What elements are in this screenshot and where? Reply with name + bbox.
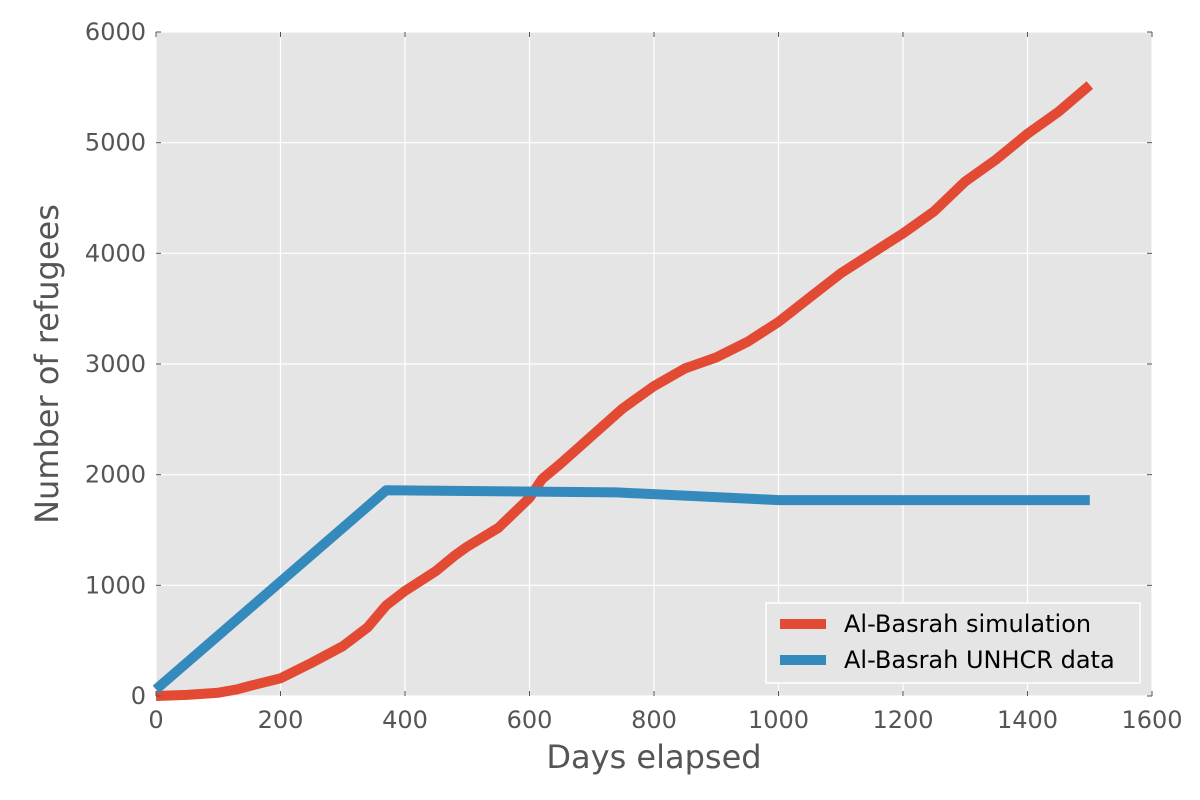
y-tick-label: 2000 <box>85 461 146 489</box>
ticks: 0 200 400 600 800 1000 1200 1400 1600 0 1000 2000 30… <box>85 18 1183 734</box>
x-tick-label: 1400 <box>997 706 1058 734</box>
legend-label-simulation: Al-Basrah simulation <box>844 610 1091 638</box>
x-tick-label: 0 <box>148 706 163 734</box>
y-tick-label: 4000 <box>85 239 146 267</box>
y-tick-label: 6000 <box>85 18 146 46</box>
legend-label-unhcr: Al-Basrah UNHCR data <box>844 646 1115 674</box>
x-tick-label: 1600 <box>1121 706 1182 734</box>
series-line-simulation <box>155 81 1094 701</box>
x-tick-label: 1000 <box>748 706 809 734</box>
series-line-unhcr <box>152 485 1090 694</box>
y-tick-label: 0 <box>131 682 146 710</box>
legend: Al-Basrah simulation Al-Basrah UNHCR dat… <box>765 602 1141 684</box>
x-axis-label: Days elapsed <box>546 738 761 776</box>
y-tick-label: 3000 <box>85 350 146 378</box>
x-tick-label: 200 <box>258 706 304 734</box>
series-layer <box>152 81 1094 701</box>
x-tick-label: 1200 <box>872 706 933 734</box>
y-tick-label: 1000 <box>85 571 146 599</box>
x-tick-label: 400 <box>382 706 428 734</box>
legend-box <box>765 602 1141 684</box>
x-tick-label: 800 <box>631 706 677 734</box>
y-tick-label: 5000 <box>85 129 146 157</box>
x-tick-label: 600 <box>507 706 553 734</box>
y-axis-label: Number of refugees <box>28 204 66 524</box>
